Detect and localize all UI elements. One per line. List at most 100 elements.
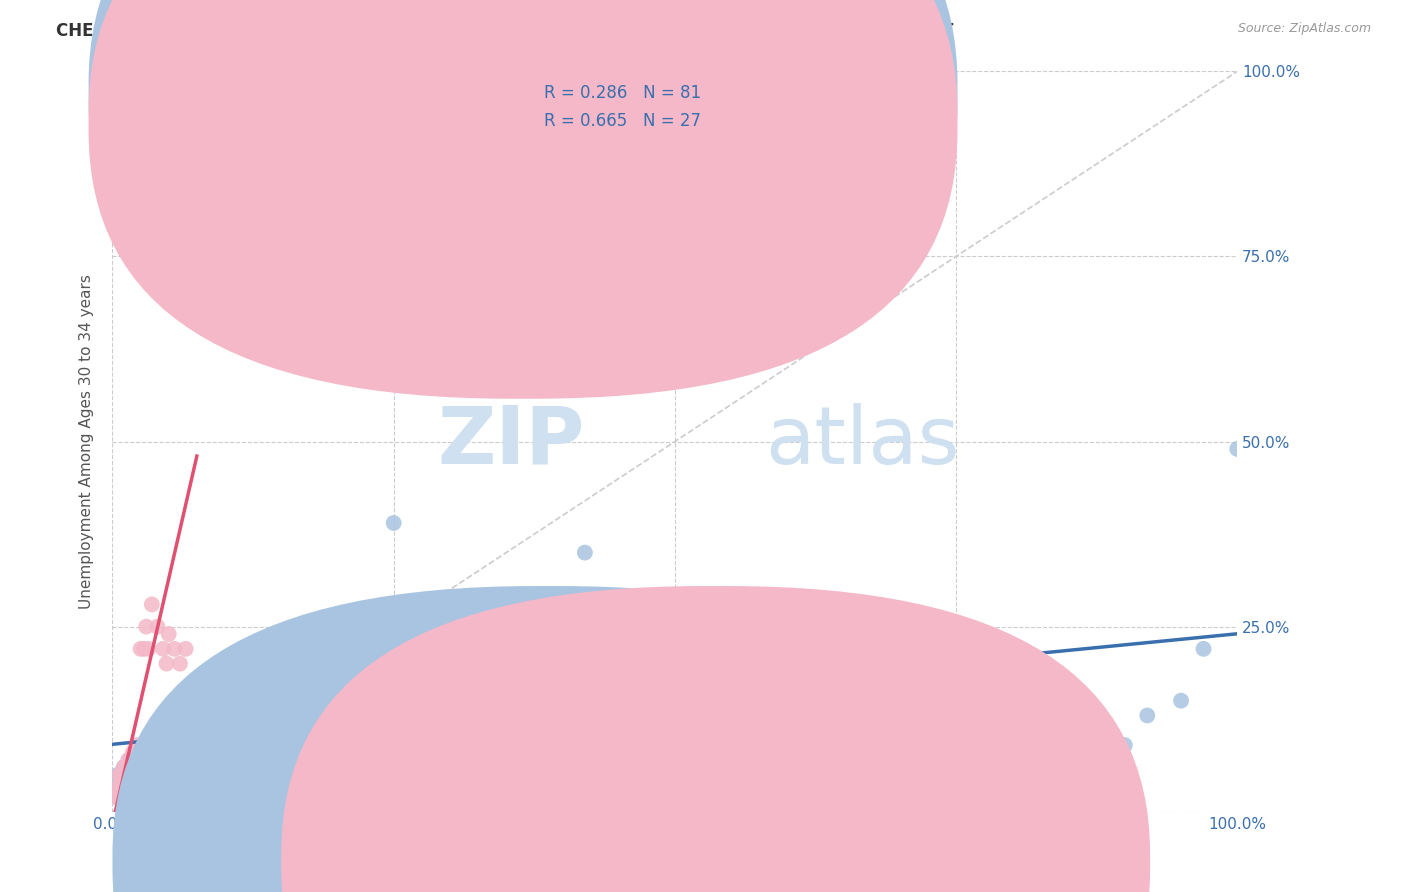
Point — [115, 767, 138, 781]
Point — [132, 753, 155, 767]
Point — [177, 723, 200, 738]
Text: R = 0.665   N = 27: R = 0.665 N = 27 — [544, 112, 702, 130]
Point — [121, 746, 143, 760]
Point — [166, 746, 188, 760]
Point — [832, 664, 855, 678]
Point — [169, 657, 191, 671]
Point — [135, 619, 157, 633]
Point — [664, 657, 686, 671]
Point — [174, 641, 197, 656]
Point — [157, 731, 180, 745]
Point — [281, 701, 304, 715]
Point — [259, 679, 281, 693]
Point — [163, 641, 186, 656]
Point — [111, 782, 134, 797]
Point — [720, 694, 742, 708]
Point — [124, 775, 146, 789]
Point — [174, 738, 197, 752]
Point — [112, 760, 135, 774]
Point — [1170, 694, 1192, 708]
Point — [180, 94, 202, 108]
Point — [112, 760, 135, 774]
Point — [127, 738, 149, 752]
Point — [349, 715, 371, 730]
Point — [247, 686, 270, 700]
Y-axis label: Unemployment Among Ages 30 to 34 years: Unemployment Among Ages 30 to 34 years — [79, 274, 94, 609]
Point — [1057, 679, 1080, 693]
Point — [416, 686, 439, 700]
Point — [104, 782, 127, 797]
Point — [115, 767, 138, 781]
Point — [1226, 442, 1249, 456]
Point — [111, 767, 134, 781]
Text: Source: ZipAtlas.com: Source: ZipAtlas.com — [1237, 22, 1371, 36]
Point — [110, 775, 132, 789]
Point — [117, 753, 139, 767]
Point — [124, 753, 146, 767]
Point — [1136, 708, 1159, 723]
Point — [360, 701, 382, 715]
Point — [110, 775, 132, 789]
Point — [183, 715, 205, 730]
Point — [155, 746, 177, 760]
Point — [202, 715, 225, 730]
Text: atlas: atlas — [765, 402, 959, 481]
Point — [120, 760, 142, 774]
Point — [105, 789, 128, 804]
Point — [337, 708, 360, 723]
Point — [205, 701, 228, 715]
Point — [118, 753, 141, 767]
Text: ZIP: ZIP — [437, 402, 585, 481]
Point — [225, 679, 247, 693]
Point — [152, 731, 174, 745]
Point — [945, 738, 967, 752]
Point — [1192, 641, 1215, 656]
Point — [121, 760, 143, 774]
Text: CHEROKEE VS UKRAINIAN UNEMPLOYMENT AMONG AGES 30 TO 34 YEARS CORRELATION CHART: CHEROKEE VS UKRAINIAN UNEMPLOYMENT AMONG… — [56, 22, 953, 40]
Point — [641, 701, 664, 715]
Point — [1080, 701, 1102, 715]
Point — [1001, 694, 1024, 708]
Point — [115, 775, 138, 789]
Point — [104, 775, 127, 789]
Point — [146, 619, 169, 633]
Point — [326, 686, 349, 700]
Point — [889, 701, 911, 715]
Point — [461, 664, 484, 678]
Point — [110, 789, 132, 804]
Point — [107, 767, 129, 781]
Point — [607, 605, 630, 619]
Point — [146, 746, 169, 760]
Point — [495, 679, 517, 693]
Point — [157, 627, 180, 641]
Text: R = 0.286   N = 81: R = 0.286 N = 81 — [544, 84, 702, 102]
Point — [163, 723, 186, 738]
Point — [315, 701, 337, 715]
Text: Cherokee: Cherokee — [565, 855, 638, 869]
Point — [107, 789, 129, 804]
Point — [574, 546, 596, 560]
Point — [172, 731, 194, 745]
Point — [197, 723, 219, 738]
Point — [143, 738, 166, 752]
Point — [129, 760, 152, 774]
Point — [214, 694, 236, 708]
Point — [776, 672, 799, 686]
Point — [292, 686, 315, 700]
Point — [186, 723, 208, 738]
Point — [104, 789, 127, 804]
Point — [529, 664, 551, 678]
Point — [138, 746, 160, 760]
Point — [304, 694, 326, 708]
Point — [160, 738, 183, 752]
Point — [208, 708, 231, 723]
Point — [104, 782, 127, 797]
Point — [1114, 738, 1136, 752]
Point — [191, 708, 214, 723]
Point — [108, 767, 131, 781]
Point — [141, 598, 163, 612]
Point — [149, 738, 172, 752]
Point — [439, 672, 461, 686]
Point — [132, 641, 155, 656]
Point — [129, 641, 152, 656]
